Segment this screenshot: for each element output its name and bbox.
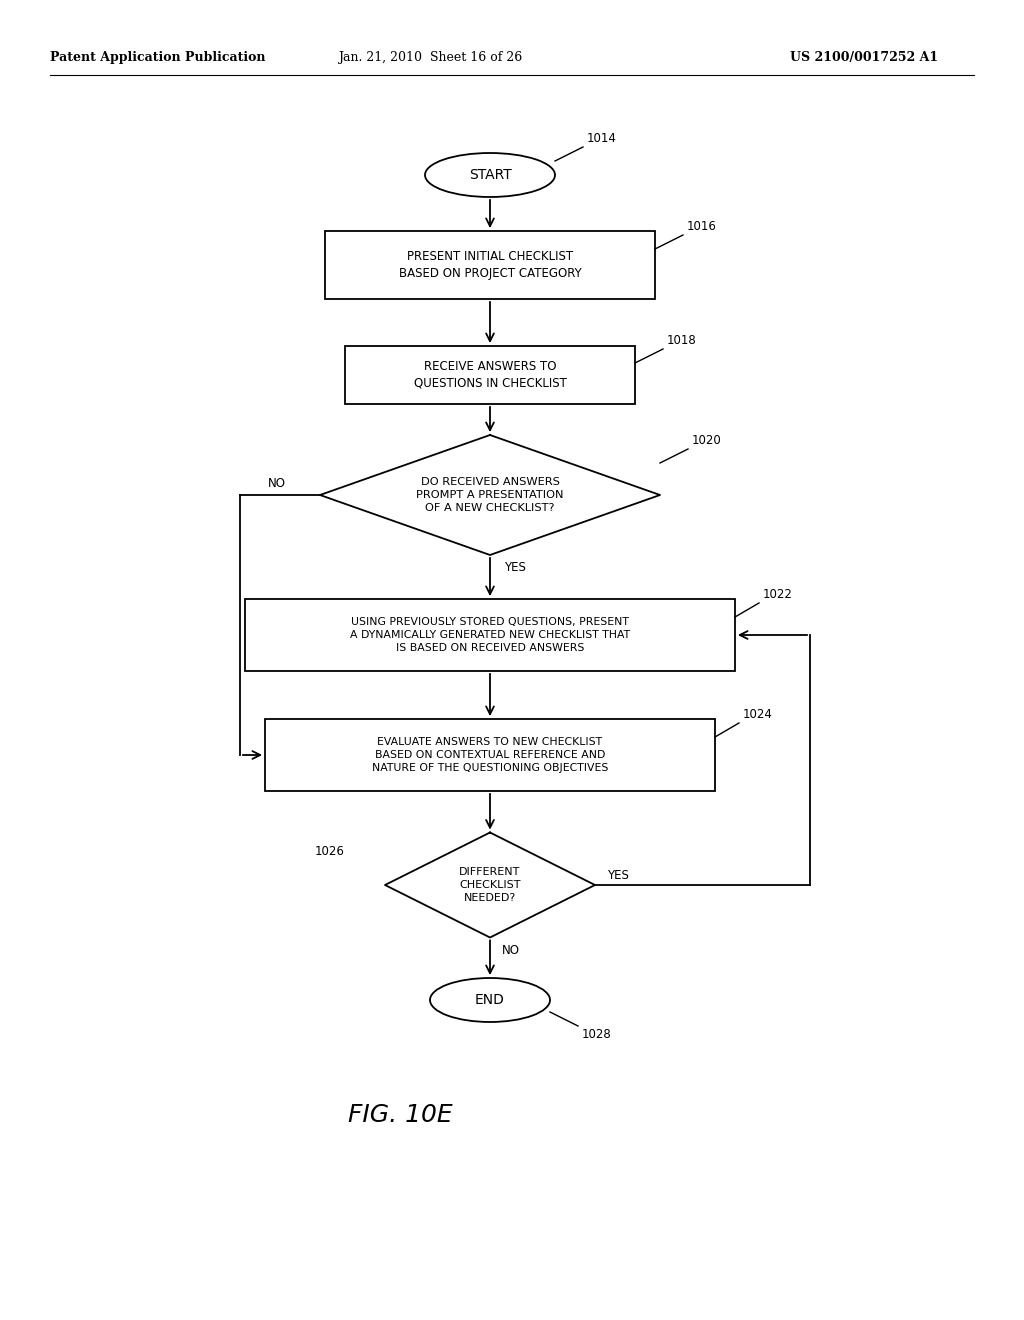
- Text: 1018: 1018: [667, 334, 696, 347]
- Text: FIG. 10E: FIG. 10E: [348, 1104, 453, 1127]
- Text: NO: NO: [502, 944, 520, 957]
- Text: 1014: 1014: [587, 132, 616, 145]
- Text: 1022: 1022: [763, 587, 793, 601]
- Text: 1016: 1016: [687, 220, 717, 234]
- Text: PRESENT INITIAL CHECKLIST
BASED ON PROJECT CATEGORY: PRESENT INITIAL CHECKLIST BASED ON PROJE…: [398, 249, 582, 280]
- Text: 1028: 1028: [582, 1028, 611, 1041]
- Text: Patent Application Publication: Patent Application Publication: [50, 51, 265, 65]
- Text: Jan. 21, 2010  Sheet 16 of 26: Jan. 21, 2010 Sheet 16 of 26: [338, 51, 522, 65]
- Text: YES: YES: [504, 561, 526, 574]
- Text: USING PREVIOUSLY STORED QUESTIONS, PRESENT
A DYNAMICALLY GENERATED NEW CHECKLIST: USING PREVIOUSLY STORED QUESTIONS, PRESE…: [350, 616, 630, 653]
- Text: EVALUATE ANSWERS TO NEW CHECKLIST
BASED ON CONTEXTUAL REFERENCE AND
NATURE OF TH: EVALUATE ANSWERS TO NEW CHECKLIST BASED …: [372, 737, 608, 774]
- Text: US 2100/0017252 A1: US 2100/0017252 A1: [790, 51, 938, 65]
- Text: 1026: 1026: [315, 845, 345, 858]
- Text: YES: YES: [607, 869, 629, 882]
- Text: RECEIVE ANSWERS TO
QUESTIONS IN CHECKLIST: RECEIVE ANSWERS TO QUESTIONS IN CHECKLIS…: [414, 360, 566, 389]
- Text: 1024: 1024: [743, 708, 773, 721]
- Text: START: START: [469, 168, 511, 182]
- Text: END: END: [475, 993, 505, 1007]
- Text: 1020: 1020: [692, 434, 722, 447]
- Text: DO RECEIVED ANSWERS
PROMPT A PRESENTATION
OF A NEW CHECKLIST?: DO RECEIVED ANSWERS PROMPT A PRESENTATIO…: [416, 477, 564, 513]
- Text: NO: NO: [268, 477, 286, 490]
- Text: DIFFERENT
CHECKLIST
NEEDED?: DIFFERENT CHECKLIST NEEDED?: [459, 867, 521, 903]
